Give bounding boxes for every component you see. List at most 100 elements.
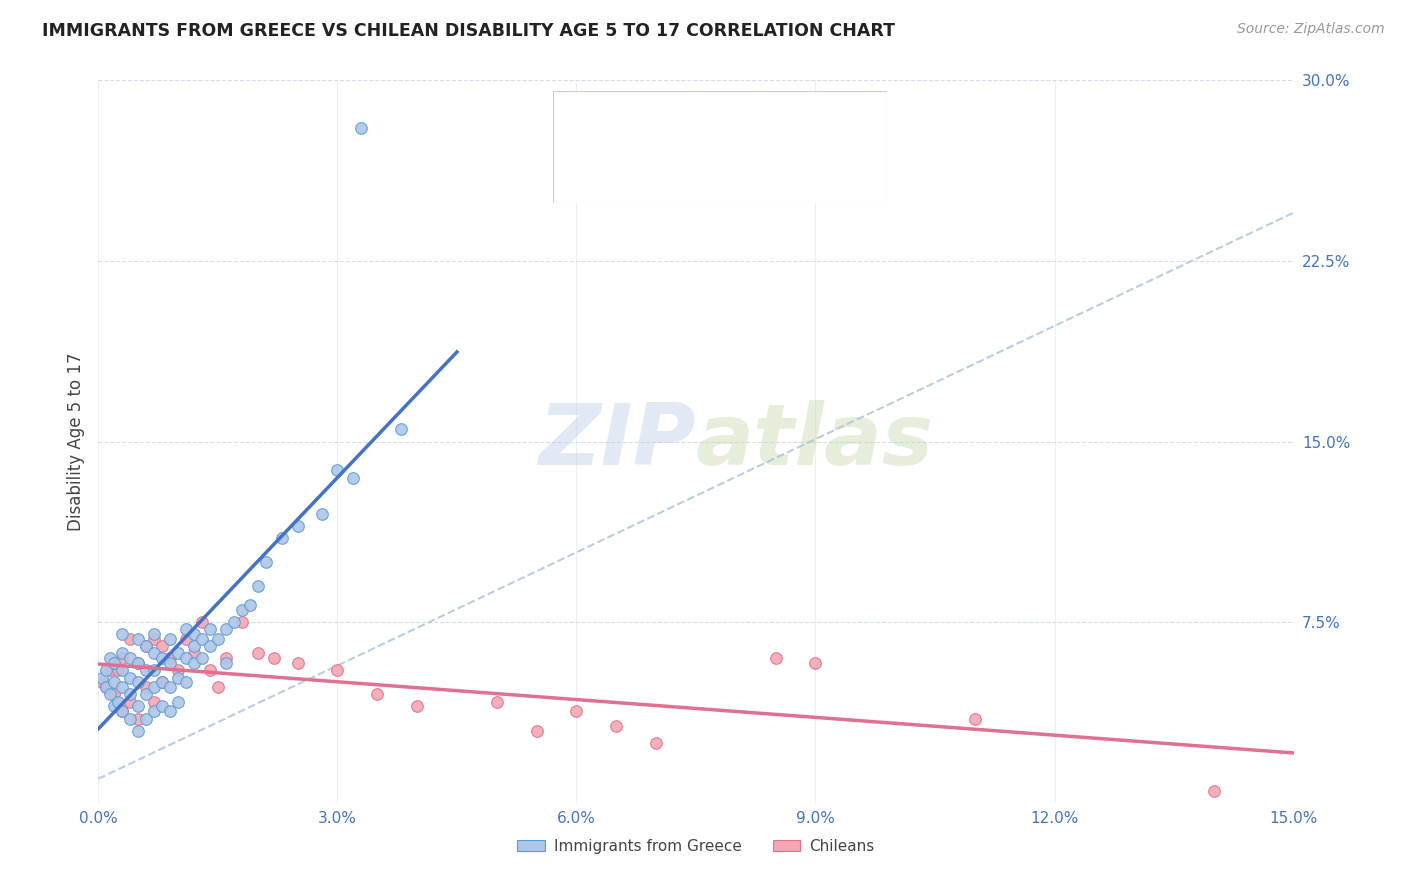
Point [246, 579, 269, 593]
Point [167, 664, 190, 678]
Point [963, 712, 986, 726]
Point [111, 664, 134, 678]
Point [207, 632, 229, 646]
Point [159, 632, 181, 646]
Point [103, 699, 125, 714]
Point [98, 664, 122, 678]
Point [120, 695, 142, 709]
Point [127, 712, 149, 726]
Point [111, 627, 134, 641]
Point [342, 470, 364, 484]
Point [287, 518, 309, 533]
Point [135, 680, 157, 694]
Point [191, 651, 214, 665]
Point [111, 704, 134, 718]
Text: atlas: atlas [696, 400, 934, 483]
Y-axis label: Disability Age 5 to 17: Disability Age 5 to 17 [66, 352, 84, 531]
Point [207, 680, 229, 694]
Point [135, 687, 157, 701]
Point [159, 656, 181, 670]
Point [143, 632, 166, 646]
Point [150, 651, 173, 665]
Point [366, 687, 388, 701]
Point [167, 695, 190, 709]
Point [98, 687, 122, 701]
Point [254, 555, 277, 569]
Point [150, 675, 173, 690]
Point [239, 599, 262, 613]
Point [111, 647, 134, 661]
Point [111, 680, 134, 694]
Point [215, 656, 238, 670]
Point [143, 695, 166, 709]
Point [127, 699, 149, 714]
Text: IMMIGRANTS FROM GREECE VS CHILEAN DISABILITY AGE 5 TO 17 CORRELATION CHART: IMMIGRANTS FROM GREECE VS CHILEAN DISABI… [42, 22, 896, 40]
Point [167, 671, 190, 685]
Point [183, 647, 205, 661]
Point [645, 735, 668, 749]
Point [150, 675, 173, 690]
Point [111, 704, 134, 718]
Point [191, 615, 214, 630]
Point [96, 680, 118, 694]
Point [143, 664, 166, 678]
Point [198, 639, 221, 653]
Point [804, 656, 827, 670]
Point [326, 463, 349, 477]
Point [406, 699, 429, 714]
Point [127, 723, 149, 738]
Point [389, 422, 412, 436]
Text: ZIP: ZIP [538, 400, 696, 483]
Point [107, 695, 129, 709]
Point [96, 680, 118, 694]
Point [765, 651, 787, 665]
Point [127, 632, 149, 646]
Point [174, 675, 197, 690]
Point [96, 664, 118, 678]
Point [120, 632, 142, 646]
Point [174, 651, 197, 665]
Point [350, 121, 373, 136]
Point [111, 651, 134, 665]
Point [103, 687, 125, 701]
Point [107, 664, 129, 678]
Point [326, 664, 349, 678]
Point [191, 632, 214, 646]
Point [231, 603, 253, 617]
Point [159, 704, 181, 718]
Point [485, 695, 508, 709]
Point [183, 656, 205, 670]
Point [150, 699, 173, 714]
Point [127, 656, 149, 670]
Point [127, 675, 149, 690]
Point [1202, 784, 1225, 798]
Point [103, 656, 125, 670]
Point [91, 675, 114, 690]
Legend: Immigrants from Greece, Chileans: Immigrants from Greece, Chileans [512, 833, 880, 860]
Point [135, 639, 157, 653]
Point [135, 664, 157, 678]
Point [263, 651, 285, 665]
Point [198, 623, 221, 637]
Point [167, 647, 190, 661]
Point [150, 639, 173, 653]
Point [183, 627, 205, 641]
Point [127, 656, 149, 670]
Point [143, 627, 166, 641]
Point [120, 651, 142, 665]
Point [215, 651, 238, 665]
Point [565, 704, 588, 718]
Point [135, 639, 157, 653]
Point [143, 704, 166, 718]
Point [143, 680, 166, 694]
Point [120, 671, 142, 685]
Point [135, 712, 157, 726]
Point [174, 623, 197, 637]
Point [198, 664, 221, 678]
Point [222, 615, 245, 630]
Point [605, 719, 627, 733]
Point [143, 647, 166, 661]
Point [159, 651, 181, 665]
Point [287, 656, 309, 670]
Point [120, 687, 142, 701]
